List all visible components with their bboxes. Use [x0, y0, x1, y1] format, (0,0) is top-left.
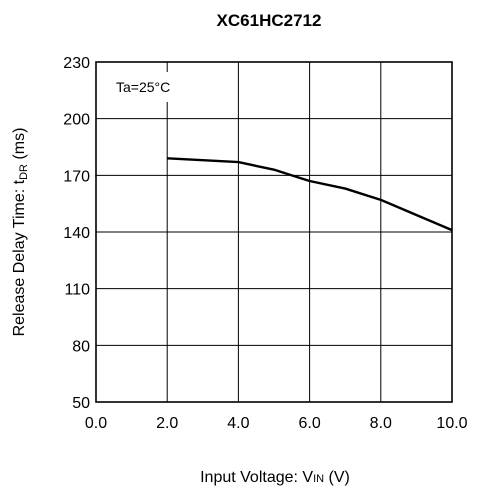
series-line [167, 157, 453, 232]
plot-frame [95, 61, 453, 403]
x-axis-label-suffix: (V) [324, 469, 350, 486]
y-tick-label: 170 [63, 168, 90, 185]
y-tick-labels: 50 80 110 140 170 200 230 [63, 55, 90, 412]
annotation-box [100, 72, 200, 102]
y-tick-label: 50 [72, 395, 90, 412]
y-axis-label-prefix: Release Delay Time: t [11, 179, 28, 336]
data-series [167, 157, 453, 232]
x-tick-label: 8.0 [370, 415, 392, 432]
y-axis-label-sub: DR [18, 164, 30, 180]
y-tick-label: 200 [63, 112, 90, 129]
y-tick-label: 110 [64, 282, 90, 299]
chart-title: XC61HC2712 [217, 11, 322, 30]
y-axis-label-suffix: (ms) [11, 128, 28, 164]
x-tick-labels: 0.0 2.0 4.0 6.0 8.0 10.0 [85, 415, 468, 432]
x-axis-label-prefix: Input Voltage: V [200, 469, 313, 486]
x-axis-label-sub: IN [313, 473, 324, 485]
x-tick-label: 6.0 [298, 415, 320, 432]
y-tick-label: 140 [63, 225, 90, 242]
y-tick-label: 80 [72, 338, 90, 355]
gridlines [96, 62, 452, 402]
x-tick-label: 2.0 [156, 415, 178, 432]
y-axis-label: Release Delay Time: tDR (ms) [11, 128, 30, 337]
x-tick-label: 4.0 [227, 415, 249, 432]
x-tick-label: 10.0 [436, 415, 467, 432]
temperature-annotation: Ta=25°C [116, 79, 170, 95]
y-tick-label: 230 [63, 55, 90, 72]
x-axis-label: Input Voltage: VIN (V) [200, 469, 350, 486]
x-tick-label: 0.0 [85, 415, 107, 432]
